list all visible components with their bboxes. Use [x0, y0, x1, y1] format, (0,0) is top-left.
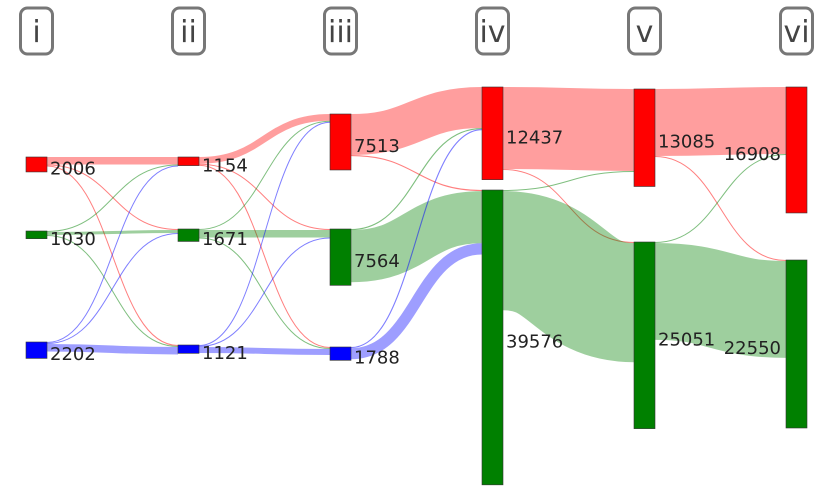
link	[198, 120, 331, 230]
link	[198, 237, 331, 347]
node	[633, 88, 656, 187]
link	[350, 87, 483, 155]
stage-label: i	[32, 15, 40, 50]
link	[350, 129, 483, 349]
link	[499, 191, 638, 363]
stage-box	[323, 6, 358, 56]
stage-label: iv	[479, 15, 505, 50]
link	[654, 154, 787, 243]
link	[46, 164, 179, 232]
node-label: 1121	[202, 343, 248, 364]
link	[350, 154, 483, 192]
stage-label: vi	[783, 15, 809, 50]
node-label: 2202	[50, 344, 96, 365]
stage-box	[475, 6, 510, 56]
link	[46, 230, 179, 235]
node	[481, 189, 504, 486]
node	[481, 86, 504, 180]
node-label: 39576	[506, 331, 563, 352]
node-label: 12437	[506, 127, 563, 148]
link	[502, 170, 635, 191]
node	[177, 228, 200, 242]
link	[350, 243, 483, 360]
node-label: 16908	[724, 144, 781, 165]
node	[785, 86, 808, 214]
stage-box	[171, 6, 206, 56]
link	[198, 163, 331, 230]
stage-box	[627, 6, 662, 56]
node-label: 2006	[50, 158, 96, 179]
node	[25, 156, 48, 173]
node	[177, 156, 200, 166]
link	[46, 232, 179, 344]
link	[654, 87, 787, 157]
link	[46, 164, 179, 230]
link	[198, 237, 331, 349]
node	[329, 228, 352, 286]
node	[25, 230, 48, 239]
link	[502, 87, 635, 171]
links	[46, 87, 787, 363]
link	[198, 114, 331, 164]
node	[329, 113, 352, 171]
node-label: 22550	[724, 338, 781, 359]
node-label: 7513	[354, 136, 400, 157]
link	[198, 164, 331, 348]
stage-label: iii	[328, 15, 353, 50]
node	[785, 259, 808, 429]
node	[329, 346, 352, 361]
node-label: 25051	[658, 329, 715, 350]
link	[502, 168, 635, 243]
link	[654, 243, 787, 358]
link	[46, 165, 179, 346]
stage-label: v	[636, 15, 654, 50]
link	[198, 347, 331, 355]
link	[654, 156, 787, 261]
node	[177, 344, 200, 354]
stage-label: ii	[180, 15, 197, 50]
node	[633, 241, 656, 429]
link	[198, 121, 331, 346]
node-label: 1788	[354, 348, 400, 369]
node-label: 13085	[658, 132, 715, 153]
node-label: 1030	[50, 229, 96, 250]
node-label: 1154	[202, 155, 248, 176]
node	[25, 341, 48, 359]
link	[350, 127, 483, 231]
link	[46, 165, 179, 343]
link	[46, 234, 179, 347]
stage-box	[19, 6, 54, 56]
link	[46, 344, 179, 355]
stage-box	[779, 6, 814, 56]
node-label: 1671	[202, 229, 248, 250]
node-label: 7564	[354, 251, 400, 272]
